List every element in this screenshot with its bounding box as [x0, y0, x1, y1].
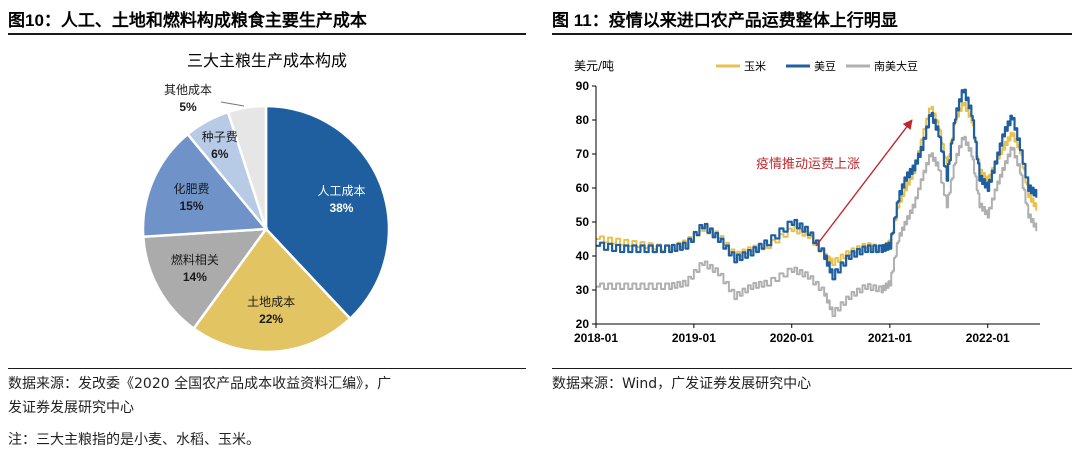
pie-slice	[141, 132, 269, 239]
y-tick-label: 30	[576, 283, 590, 297]
left-source-line-1: 数据来源：发改委《2020 全国农产品成本收益资料汇编》，广	[8, 376, 392, 392]
left-figure-title-text: ：人工、土地和燃料构成粮食主要生产成本	[43, 11, 367, 31]
left-source-line-2: 发证券发展研究中心	[8, 400, 134, 416]
pie-slice	[264, 104, 391, 321]
line-chart: 美元/吨 玉米 美豆 南美大豆 20 30 40 50 60 70 80 90 2018-01 201…	[574, 59, 1040, 345]
pie-leader-line	[220, 101, 245, 107]
left-title-rule	[8, 33, 526, 35]
pie-slice-label: 种子费	[202, 130, 238, 144]
y-tick-label: 60	[576, 181, 590, 195]
right-title-rule	[552, 33, 1072, 35]
pie-slice	[191, 227, 352, 354]
pie-slice-percent: 5%	[179, 100, 197, 114]
pie-slice-label: 燃料相关	[171, 252, 219, 267]
annotation-arrow	[815, 119, 913, 247]
pie-slice	[226, 104, 268, 230]
pie-slice-percent: 22%	[259, 312, 283, 326]
y-tick-label: 90	[576, 79, 590, 93]
y-tick-label: 70	[576, 147, 590, 161]
right-source-text: 数据来源：Wind，广发证券发展研究中心	[552, 376, 812, 392]
pie-slice-label: 其他成本	[164, 83, 212, 97]
pie-slice-percent: 14%	[183, 270, 207, 284]
series-line	[596, 88, 1038, 281]
y-tick-label: 80	[576, 113, 590, 127]
y-tick-label: 50	[576, 215, 590, 229]
pie-slice-label: 土地成本	[247, 295, 295, 309]
left-source-rule	[8, 368, 526, 369]
x-tick-label: 2021-01	[868, 331, 912, 345]
x-tick-label: 2022-01	[966, 331, 1010, 345]
legend-label: 美豆	[814, 60, 836, 73]
left-figure-title: 图10：人工、土地和燃料构成粮食主要生产成本	[8, 6, 367, 31]
left-source-text: 数据来源：发改委《2020 全国农产品成本收益资料汇编》，广 发证券发展研究中心…	[8, 372, 528, 452]
y-axis-unit-label: 美元/吨	[574, 59, 614, 73]
left-figure-label: 图10	[8, 11, 44, 30]
right-figure-title-text: ：疫情以来进口农产品运费整体上行明显	[591, 11, 898, 31]
pie-chart: 三大主粮生产成本构成 人工成本 38% 土地成本 22% 燃料相关 14% 化肥费 15% 种子…	[141, 51, 391, 354]
right-source-rule	[552, 368, 1072, 369]
legend-label: 玉米	[744, 60, 766, 73]
y-tick-label: 20	[576, 317, 590, 331]
pie-slice-percent: 15%	[179, 199, 203, 213]
right-figure-title: 图 11：疫情以来进口农产品运费整体上行明显	[552, 6, 898, 31]
series-line	[596, 135, 1038, 318]
legend-label: 南美大豆	[874, 59, 918, 73]
pie-chart-title: 三大主粮生产成本构成	[187, 51, 347, 70]
annotation-text: 疫情推动运费上涨	[756, 156, 860, 172]
pie-slice	[141, 227, 269, 331]
pie-slice-label: 人工成本	[317, 184, 365, 198]
y-tick-label: 40	[576, 249, 590, 263]
right-figure-label: 图 11	[552, 11, 592, 30]
x-tick-label: 2020-01	[770, 331, 814, 345]
pie-slice-percent: 6%	[211, 147, 229, 161]
x-tick-label: 2019-01	[672, 331, 716, 345]
x-tick-label: 2018-01	[574, 331, 618, 345]
pie-slice-percent: 38%	[329, 201, 353, 215]
left-note: 注：三大主粮指的是小麦、水稻、玉米。	[8, 432, 260, 448]
pie-slice-label: 化肥费	[173, 182, 209, 196]
